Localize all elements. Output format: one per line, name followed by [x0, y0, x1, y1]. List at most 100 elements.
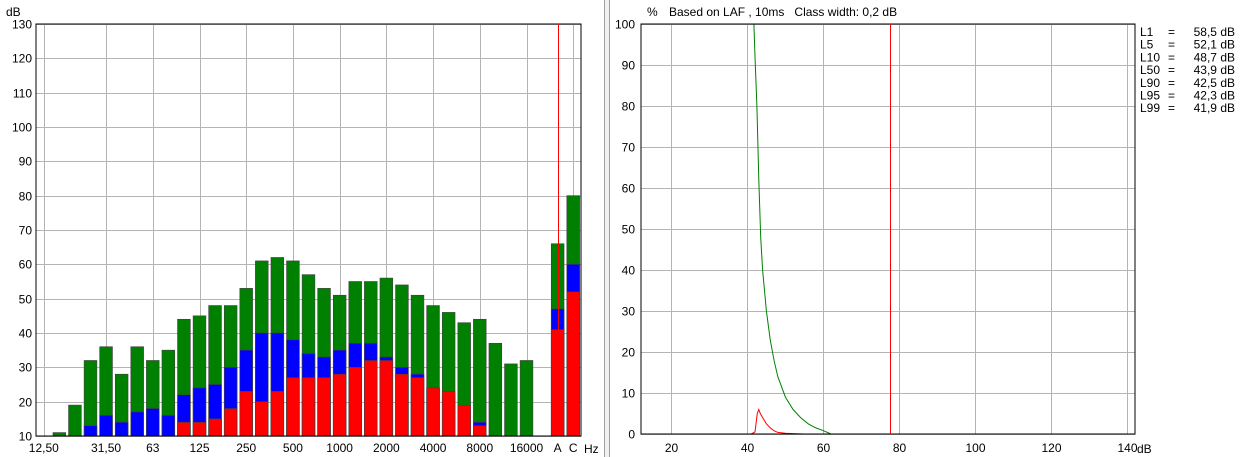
stat-equals: = [1168, 76, 1175, 90]
spectrum-y-tick-label: 120 [12, 52, 32, 66]
panel-splitter[interactable] [604, 0, 610, 457]
spectrum-y-axis-label: dB [6, 5, 21, 19]
spectrum-bar [192, 421, 207, 437]
distribution-y-tick-label: 0 [628, 428, 635, 442]
spectrum-bar [519, 360, 534, 437]
spectrum-y-tick-label: 130 [12, 18, 32, 32]
distribution-y-tick-label: 20 [622, 346, 636, 360]
spectrum-bar [457, 404, 471, 437]
spectrum-bar [504, 363, 518, 437]
spectrum-x-tick-label: 2000 [373, 441, 400, 455]
distribution-grid [641, 24, 1135, 435]
distribution-y-tick-label: 80 [622, 100, 636, 114]
stat-label: L50 [1140, 63, 1160, 77]
spectrum-y-tick-label: 40 [19, 327, 33, 341]
distribution-plot-frame [640, 23, 1136, 435]
spectrum-bar [379, 360, 394, 437]
spectrum-bar [83, 360, 98, 437]
distribution-x-tick-label: 120 [1041, 441, 1061, 455]
distribution-x-tick-label: 40 [741, 441, 755, 455]
spectrum-y-tick-label: 90 [19, 155, 33, 169]
spectrum-bar [68, 404, 82, 437]
spectrum-bar [255, 401, 269, 437]
spectrum-bar [301, 377, 316, 437]
spectrum-bar [239, 391, 253, 437]
stat-equals: = [1168, 50, 1175, 64]
stat-label: L1 [1140, 25, 1154, 39]
distribution-x-tick-label: 140 [1117, 441, 1137, 455]
stat-equals: = [1168, 38, 1175, 52]
distribution-y-tick-label: 30 [622, 305, 636, 319]
spectrum-y-tick-label: 100 [12, 121, 32, 135]
distribution-y-axis-label: % [647, 5, 658, 19]
stat-value: 58,5 dB [1194, 25, 1235, 39]
spectrum-x-tick-label: C [569, 441, 578, 455]
distribution-y-tick-label: 40 [622, 264, 636, 278]
spectrum-bar [161, 415, 176, 437]
spectrum-bar [114, 421, 129, 437]
stat-equals: = [1168, 25, 1175, 39]
spectrum-y-tick-labels: 10 20 30 40 50 60 70 80 90 100 110 120 130 [12, 18, 32, 444]
spectrum-chart: 10 20 30 40 50 60 70 80 90 100 110 120 130 12,50 31,5… [6, 5, 599, 456]
spectrum-bar [208, 418, 222, 437]
spectrum-bar [566, 291, 580, 437]
spectrum-y-tick-label: 10 [19, 430, 33, 444]
spectrum-bar [348, 367, 362, 437]
stat-equals: = [1168, 89, 1175, 103]
spectrum-y-tick-label: 50 [19, 293, 33, 307]
distribution-x-tick-label: 60 [817, 441, 831, 455]
spectrum-bars [52, 195, 580, 437]
distribution-y-tick-label: 50 [622, 223, 636, 237]
spectrum-bar [364, 360, 378, 437]
spectrum-y-tick-label: 110 [13, 87, 32, 101]
spectrum-bar [473, 425, 487, 437]
distribution-x-tick-label: 20 [665, 441, 679, 455]
spectrum-x-tick-label: 63 [146, 441, 160, 455]
spectrum-bar [130, 411, 144, 437]
distribution-y-tick-labels: 0 10 20 30 40 50 60 70 80 90 100 [615, 18, 635, 442]
distribution-y-tick-label: 70 [622, 141, 636, 155]
spectrum-x-tick-label: A [554, 441, 562, 455]
spectrum-bar [410, 377, 425, 437]
spectrum-bar [395, 373, 409, 437]
stat-label: L5 [1140, 38, 1154, 52]
spectrum-bar [332, 373, 347, 437]
distribution-x-tick-label: 80 [893, 441, 907, 455]
spectrum-y-tick-label: 30 [19, 361, 33, 375]
distribution-y-tick-label: 60 [622, 182, 636, 196]
spectrum-bar [146, 408, 160, 437]
spectrum-y-tick-label: 60 [19, 258, 33, 272]
stat-value: 42,5 dB [1194, 76, 1235, 90]
spectrum-bar [426, 387, 440, 437]
spectrum-x-tick-label: 4000 [420, 441, 447, 455]
stat-label: L10 [1140, 50, 1160, 64]
spectrum-x-tick-label: 12,50 [29, 441, 59, 455]
distribution-x-tick-labels: 20 40 60 80 100 120 140 [665, 441, 1138, 455]
spectrum-bar [317, 377, 331, 437]
distribution-y-tick-label: 90 [622, 59, 636, 73]
stat-value: 52,1 dB [1194, 38, 1235, 52]
stat-equals: = [1168, 101, 1175, 115]
spectrum-bar [286, 377, 300, 437]
spectrum-bar [223, 408, 238, 437]
distribution-chart: 0 10 20 30 40 50 60 70 80 90 100 20 40 60 80 100 120 140… [615, 5, 1235, 456]
spectrum-x-tick-label: 1000 [326, 441, 353, 455]
spectrum-bar [83, 425, 98, 437]
distribution-statistics: L1 = 58,5 dB L5 = 52,1 dB L10 = 48,7 dB L50 = 43,9 … [1140, 25, 1235, 115]
spectrum-y-tick-label: 80 [19, 190, 33, 204]
stat-equals: = [1168, 63, 1175, 77]
stat-value: 43,9 dB [1194, 63, 1235, 77]
spectrum-bar [270, 391, 285, 437]
spectrum-y-tick-label: 70 [19, 224, 33, 238]
spectrum-plot-frame [35, 23, 582, 437]
distribution-y-tick-label: 10 [622, 387, 636, 401]
distribution-x-axis-label: dB [1137, 442, 1152, 456]
spectrum-bar [177, 421, 191, 437]
spectrum-bar [473, 318, 487, 437]
exceedance-curve [641, 23, 832, 435]
spectrum-x-tick-label: 125 [189, 441, 209, 455]
spectrum-x-tick-labels: 12,50 31,50 63 125 250 500 1000 2000 4000 8000 160… [29, 441, 578, 455]
spectrum-x-tick-label: 500 [283, 441, 303, 455]
stat-value: 48,7 dB [1194, 50, 1235, 64]
stat-label: L99 [1140, 101, 1160, 115]
